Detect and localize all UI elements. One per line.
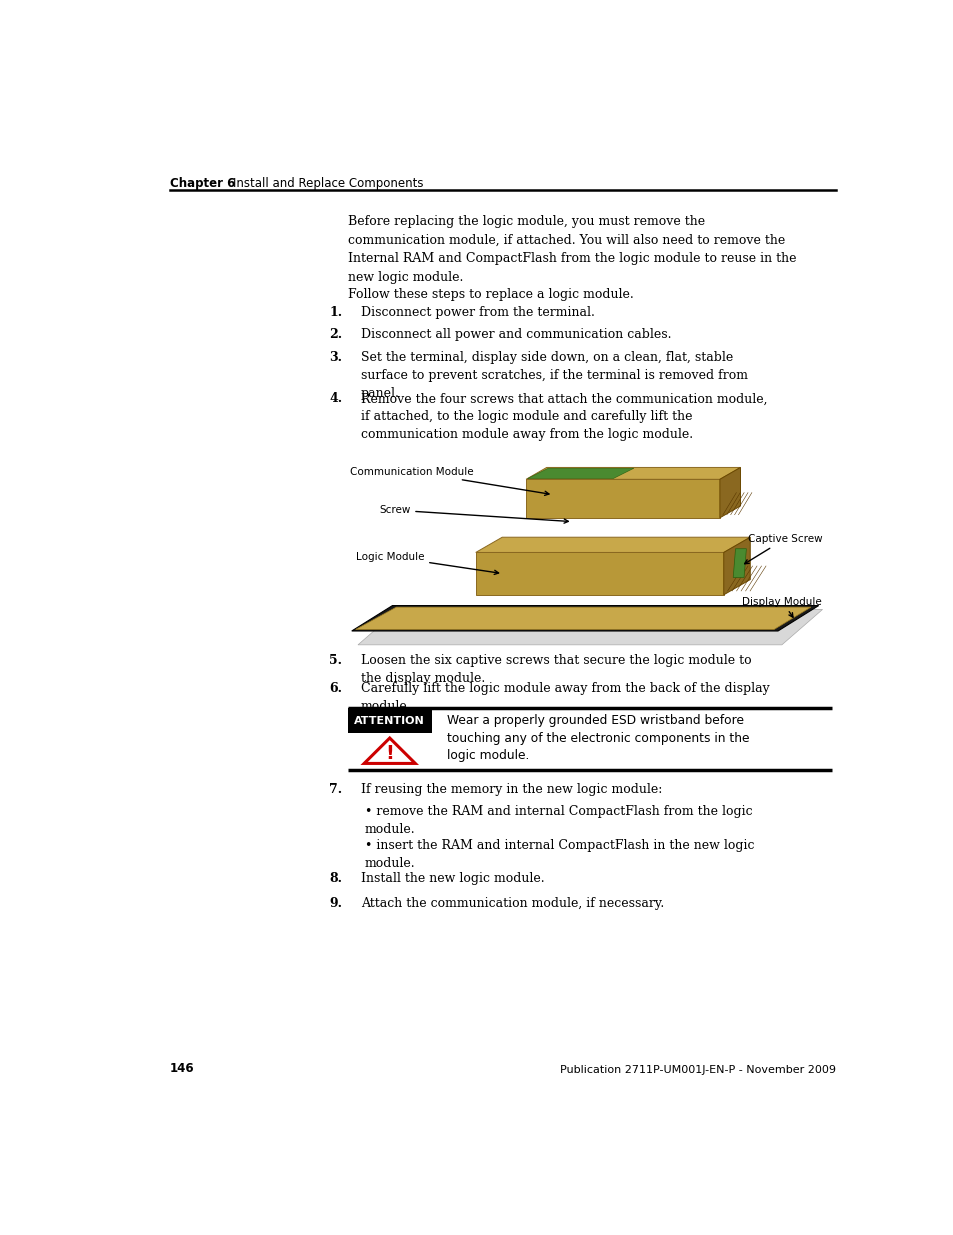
Text: Follow these steps to replace a logic module.: Follow these steps to replace a logic mo…	[348, 288, 633, 300]
Text: • remove the RAM and internal CompactFlash from the logic
module.: • remove the RAM and internal CompactFla…	[365, 805, 752, 836]
Text: ATTENTION: ATTENTION	[354, 716, 425, 726]
Text: Carefully lift the logic module away from the back of the display
module.: Carefully lift the logic module away fro…	[360, 682, 769, 713]
Text: 2.: 2.	[329, 327, 342, 341]
Polygon shape	[352, 605, 818, 631]
Polygon shape	[355, 608, 810, 630]
Text: 9.: 9.	[329, 898, 342, 910]
Polygon shape	[733, 548, 745, 578]
Text: 4.: 4.	[329, 393, 342, 405]
Text: Captive Screw: Captive Screw	[744, 534, 821, 563]
Text: Set the terminal, display side down, on a clean, flat, stable
surface to prevent: Set the terminal, display side down, on …	[360, 351, 747, 400]
Text: Display Module: Display Module	[741, 597, 821, 618]
Polygon shape	[364, 739, 415, 763]
Text: Screw: Screw	[378, 505, 568, 524]
Text: Before replacing the logic module, you must remove the
communication module, if : Before replacing the logic module, you m…	[348, 215, 796, 284]
Polygon shape	[723, 537, 749, 595]
Polygon shape	[527, 468, 633, 478]
Text: !: !	[385, 745, 394, 763]
Text: Publication 2711P-UM001J-EN-P - November 2009: Publication 2711P-UM001J-EN-P - November…	[559, 1065, 835, 1074]
Text: 3.: 3.	[329, 351, 342, 364]
Text: 6.: 6.	[329, 682, 342, 695]
Polygon shape	[476, 537, 749, 552]
Text: Install the new logic module.: Install the new logic module.	[360, 872, 544, 885]
Text: Logic Module: Logic Module	[355, 552, 498, 574]
FancyBboxPatch shape	[344, 420, 827, 637]
Polygon shape	[525, 479, 720, 517]
Text: 7.: 7.	[329, 783, 342, 797]
FancyBboxPatch shape	[348, 708, 431, 734]
Text: Wear a properly grounded ESD wristband before
touching any of the electronic com: Wear a properly grounded ESD wristband b…	[447, 714, 749, 762]
Text: Disconnect power from the terminal.: Disconnect power from the terminal.	[360, 306, 595, 319]
Text: If reusing the memory in the new logic module:: If reusing the memory in the new logic m…	[360, 783, 661, 797]
Text: 1.: 1.	[329, 306, 342, 319]
Polygon shape	[476, 552, 723, 595]
Text: Chapter 6: Chapter 6	[170, 177, 234, 190]
Text: Remove the four screws that attach the communication module,
if attached, to the: Remove the four screws that attach the c…	[360, 393, 767, 441]
Text: Disconnect all power and communication cables.: Disconnect all power and communication c…	[360, 327, 671, 341]
Text: Loosen the six captive screws that secure the logic module to
the display module: Loosen the six captive screws that secur…	[360, 655, 751, 685]
Text: 5.: 5.	[329, 655, 342, 667]
Text: Communication Module: Communication Module	[350, 467, 548, 495]
Polygon shape	[525, 467, 740, 479]
Text: Install and Replace Components: Install and Replace Components	[233, 177, 423, 190]
Polygon shape	[357, 609, 821, 645]
Text: 146: 146	[170, 1062, 194, 1074]
Text: Attach the communication module, if necessary.: Attach the communication module, if nece…	[360, 898, 663, 910]
Text: • insert the RAM and internal CompactFlash in the new logic
module.: • insert the RAM and internal CompactFla…	[365, 839, 754, 869]
Polygon shape	[720, 467, 740, 517]
Text: 8.: 8.	[329, 872, 342, 885]
